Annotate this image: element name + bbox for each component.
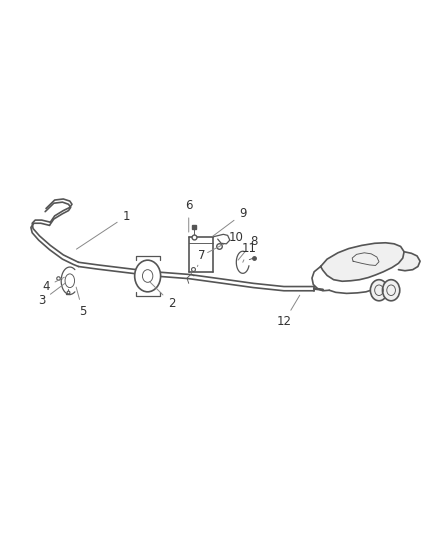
Polygon shape <box>321 243 404 281</box>
Text: 8: 8 <box>238 235 257 260</box>
Text: 11: 11 <box>242 241 257 262</box>
Text: 10: 10 <box>208 231 244 253</box>
Text: 1: 1 <box>77 210 130 249</box>
Text: 12: 12 <box>276 295 300 328</box>
Text: 9: 9 <box>212 207 247 236</box>
Text: 2: 2 <box>150 281 175 310</box>
Circle shape <box>134 260 161 292</box>
Text: 3: 3 <box>38 283 65 308</box>
Polygon shape <box>399 252 420 271</box>
Circle shape <box>371 280 388 301</box>
Circle shape <box>382 280 400 301</box>
Text: 6: 6 <box>185 199 192 232</box>
Text: 7: 7 <box>198 249 205 266</box>
Text: 4: 4 <box>42 277 64 293</box>
Text: 5: 5 <box>76 287 86 318</box>
